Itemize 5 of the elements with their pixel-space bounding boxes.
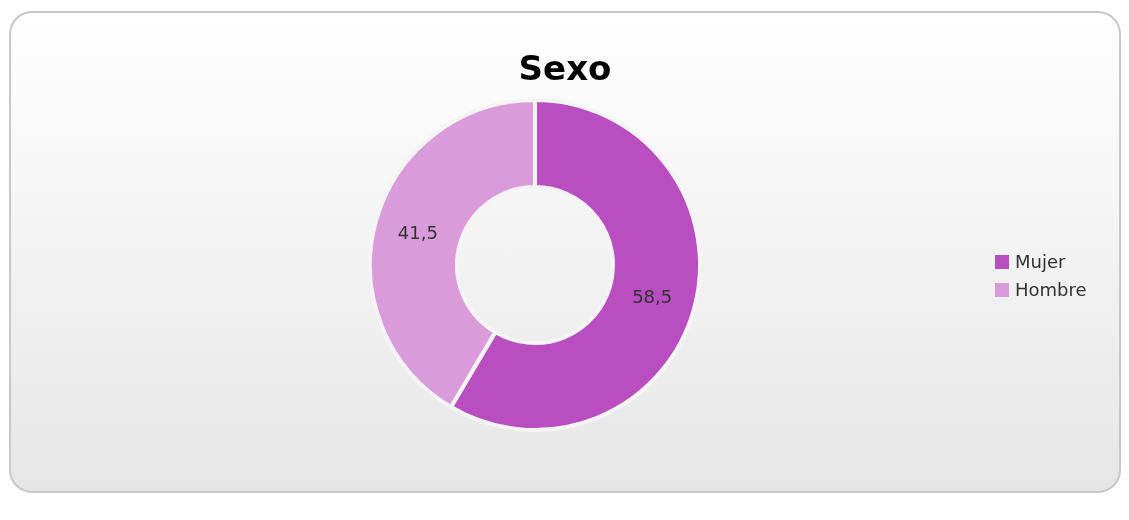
data-label: 41,5 [397,222,438,244]
legend-label: Mujer [1015,251,1067,273]
chart-title: Sexo [518,48,612,88]
data-label: 58,5 [632,286,673,308]
legend-label: Hombre [1015,279,1087,301]
